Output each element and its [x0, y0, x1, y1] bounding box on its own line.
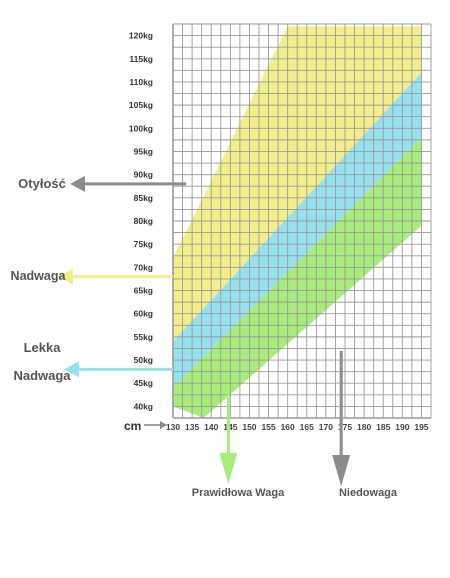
y-tick-label: 60kg — [134, 309, 153, 319]
region-label: Nadwaga — [13, 368, 71, 383]
x-tick-label: 175 — [338, 422, 352, 432]
x-unit-label: cm — [124, 419, 141, 433]
region-otyłość: Otyłość — [18, 175, 186, 192]
grid — [172, 23, 432, 419]
x-tick-label: 145 — [223, 422, 237, 432]
x-tick-label: 150 — [242, 422, 256, 432]
x-tick-label: 185 — [376, 422, 390, 432]
x-axis-unit: cm — [124, 419, 167, 433]
x-tick-label: 130 — [166, 422, 180, 432]
x-tick-label: 140 — [204, 422, 218, 432]
region-prawidłowa-waga: Prawidłowa Waga — [192, 384, 285, 499]
region-arrow-head — [219, 453, 238, 484]
y-tick-label: 70kg — [134, 262, 153, 272]
region-labels: Otyłość Nadwaga Lekka Nadwaga Prawidłowa Wag… — [11, 175, 398, 499]
y-tick-label: 40kg — [134, 401, 153, 411]
y-tick-label: 100kg — [129, 123, 153, 133]
y-tick-label: 105kg — [129, 100, 153, 110]
region-arrow-head — [70, 175, 85, 192]
y-tick-label: 85kg — [134, 193, 153, 203]
region-label: Lekka — [24, 340, 62, 355]
y-tick-label: 50kg — [134, 355, 153, 365]
region-arrow-head — [332, 455, 351, 486]
x-tick-label: 190 — [395, 422, 409, 432]
x-tick-label: 135 — [185, 422, 199, 432]
region-arrow-head — [58, 268, 73, 285]
x-tick-label: 180 — [357, 422, 371, 432]
region-label: Prawidłowa Waga — [192, 487, 285, 499]
y-tick-label: 55kg — [134, 332, 153, 342]
x-axis-ticks: 130 135 140 145 150 155 160 165 170 175 180 185 190 1… — [166, 422, 429, 432]
x-tick-label: 170 — [319, 422, 333, 432]
y-tick-label: 120kg — [129, 31, 153, 41]
region-label: Niedowaga — [339, 487, 398, 499]
region-label: Otyłość — [18, 176, 66, 191]
region-nadwaga: Nadwaga — [11, 268, 173, 285]
y-tick-label: 115kg — [129, 54, 153, 64]
y-tick-label: 110kg — [129, 77, 153, 87]
y-tick-label: 90kg — [134, 170, 153, 180]
x-tick-label: 165 — [300, 422, 314, 432]
y-tick-label: 75kg — [134, 239, 153, 249]
x-tick-label: 155 — [261, 422, 275, 432]
region-niedowaga: Niedowaga — [332, 351, 398, 499]
y-tick-label: 95kg — [134, 146, 153, 156]
y-tick-label: 45kg — [134, 378, 153, 388]
region-label: Nadwaga — [11, 269, 67, 283]
y-tick-label: 80kg — [134, 216, 153, 226]
x-tick-label: 195 — [414, 422, 428, 432]
x-unit-arrow-head — [160, 421, 167, 429]
y-tick-label: 65kg — [134, 286, 153, 296]
region-lekka-nadwaga: Lekka Nadwaga — [13, 340, 173, 383]
region-arrow-head — [64, 361, 79, 378]
y-axis-ticks: 40kg 45kg 50kg 55kg 60kg 65kg 70kg 75kg 80kg 85kg… — [129, 31, 153, 412]
x-tick-label: 160 — [281, 422, 295, 432]
